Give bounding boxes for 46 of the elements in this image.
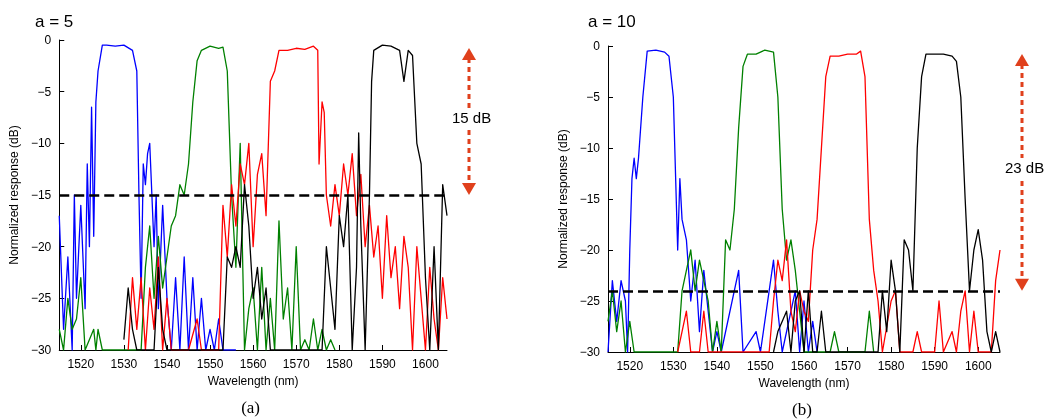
line-series: [58, 45, 336, 351]
y-tick-label: −25: [579, 294, 601, 308]
line-series: [607, 49, 875, 353]
line-series: [607, 49, 818, 353]
chart-title: a = 10: [588, 12, 636, 31]
y-tick-label: −10: [579, 141, 601, 155]
x-tick-label: 1550: [747, 359, 775, 373]
y-tick-label: −5: [37, 84, 52, 99]
y-tick-label: −30: [579, 345, 601, 359]
x-tick-label: 1580: [877, 359, 905, 373]
y-tick-label: −15: [30, 188, 52, 202]
y-tick-label: −15: [579, 192, 601, 206]
x-tick-label: 1590: [369, 357, 397, 371]
y-tick-label: −25: [30, 291, 52, 306]
x-tick-label: 1540: [153, 357, 181, 371]
x-tick-label: 1550: [196, 357, 224, 371]
y-axis-title: Normalized response (dB): [555, 129, 570, 269]
x-tick-label: 1560: [239, 357, 267, 371]
x-axis-title: Wavelength (nm): [758, 375, 850, 390]
text: (a): [241, 398, 260, 418]
y-axis-title: Normalized response (dB): [7, 125, 21, 265]
y-tick-label: 0: [44, 33, 52, 47]
x-tick-label: 1570: [834, 359, 862, 373]
y-tick-label: −10: [30, 136, 52, 151]
text: 23 dB: [1005, 158, 1045, 178]
y-tick-label: −5: [586, 90, 601, 104]
x-tick-label: 1540: [703, 359, 731, 373]
x-tick-label: 1520: [616, 359, 644, 373]
line-series: [58, 44, 237, 351]
x-axis-title: Wavelength (nm): [207, 373, 299, 388]
x-tick-label: 1530: [659, 359, 687, 373]
x-tick-label: 1580: [325, 357, 353, 371]
chart-title: a = 5: [35, 12, 74, 31]
text: 15 dB: [452, 107, 492, 127]
x-tick-label: 1570: [282, 357, 310, 371]
x-tick-label: 1520: [67, 357, 95, 371]
x-tick-label: 1600: [964, 359, 992, 373]
y-tick-label: −20: [579, 243, 601, 257]
x-tick-label: 1590: [921, 359, 949, 373]
x-tick-label: 1600: [412, 357, 440, 371]
text: (b): [792, 400, 812, 419]
y-tick-label: −20: [30, 239, 52, 254]
x-tick-label: 1530: [110, 357, 138, 371]
y-tick-label: −30: [30, 343, 52, 357]
x-tick-label: 1560: [790, 359, 818, 373]
y-tick-label: 0: [593, 39, 601, 53]
